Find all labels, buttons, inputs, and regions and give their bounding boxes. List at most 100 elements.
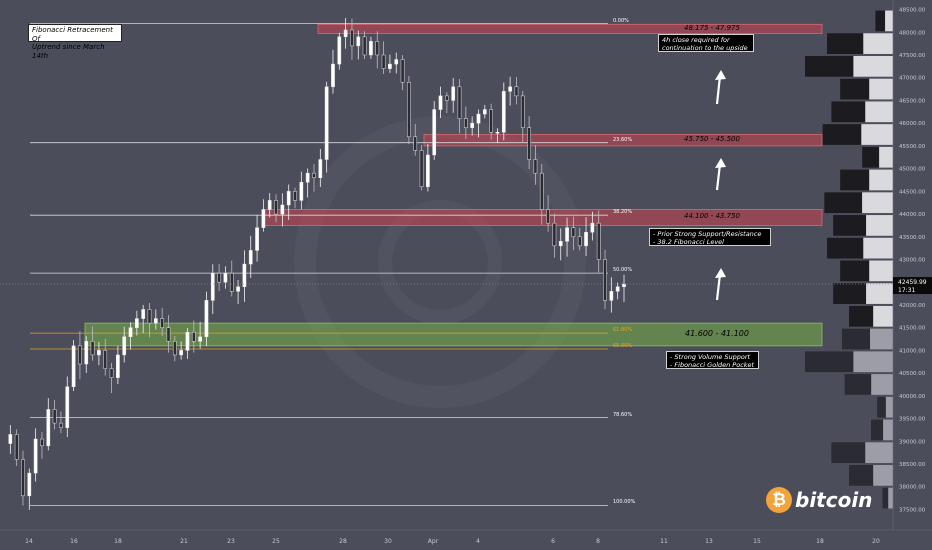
- candle-body: [527, 127, 531, 160]
- candle-body: [318, 159, 323, 178]
- volume-profile-bar-dark: [882, 487, 889, 509]
- fib-level-label: 61.80%: [613, 327, 633, 334]
- candle-body: [445, 95, 449, 101]
- volume-note-line-1: - Strong Volume Support: [670, 353, 751, 361]
- candle-body: [419, 150, 424, 188]
- zone-label: 48.175 - 47.975: [684, 23, 740, 32]
- candle-body: [463, 118, 468, 128]
- time-tick-label: 16: [70, 538, 78, 545]
- price-tick-label: 40500.00: [899, 371, 926, 377]
- price-tick-label: 45000.00: [899, 167, 926, 173]
- candle-body: [495, 132, 500, 134]
- candle-body: [274, 200, 278, 215]
- candle-body: [571, 227, 576, 238]
- up-arrow-head-icon: [715, 70, 726, 80]
- price-tick-label: 42000.00: [899, 303, 926, 309]
- candle-body: [388, 63, 392, 69]
- candle-body: [369, 41, 373, 56]
- time-tick-label: 14: [25, 538, 33, 545]
- volume-profile-bar-light: [883, 419, 893, 441]
- volume-profile-bar-light: [871, 374, 893, 395]
- time-tick-label: 4: [476, 538, 480, 545]
- candle-body: [558, 241, 563, 247]
- up-arrow-head-icon: [715, 158, 726, 168]
- price-tick-label: 47500.00: [899, 53, 926, 59]
- bitcoin-brand: ₿ bitcoin: [766, 487, 872, 513]
- volume-profile-bar-dark: [805, 55, 854, 77]
- candle-body: [394, 59, 399, 65]
- volume-profile-bar-light: [862, 192, 893, 214]
- volume-support-note: - Strong Volume Support - Fibonacci Gold…: [666, 351, 759, 369]
- up-arrow-shaft: [715, 273, 722, 301]
- candle-body: [109, 368, 114, 378]
- last-price-tag[interactable]: [893, 277, 932, 295]
- candle-body: [122, 336, 127, 356]
- zone-support[interactable]: [84, 322, 823, 347]
- candle-body: [71, 345, 76, 387]
- candle-body: [432, 109, 437, 156]
- chart-title-box: Fibonacci Retracement Of Uptrend since M…: [28, 24, 122, 60]
- candle-body: [65, 386, 70, 428]
- price-tick-label: 44000.00: [899, 212, 926, 218]
- candle-body: [476, 113, 481, 124]
- candle-body: [293, 191, 297, 201]
- fib-level-label: 23.60%: [613, 136, 633, 143]
- volume-profile-bar-light: [869, 78, 893, 100]
- candle-body: [584, 231, 588, 247]
- candle-body: [40, 438, 44, 447]
- time-tick-label: 6: [551, 538, 555, 545]
- candle-body: [470, 122, 475, 128]
- volume-profile-bar-light: [873, 305, 893, 327]
- candle-body: [362, 36, 367, 56]
- candle-body: [533, 159, 538, 174]
- volume-profile-bar-dark: [871, 419, 884, 441]
- candle-body: [242, 263, 247, 288]
- candle-body: [27, 472, 32, 497]
- candle-body: [198, 336, 202, 342]
- upside-note: 4h close required for continuation to th…: [658, 34, 754, 52]
- candle-body: [451, 86, 456, 101]
- time-tick-label: 28: [339, 538, 347, 545]
- bitcoin-wordmark: bitcoin: [795, 488, 873, 512]
- zone-resistance[interactable]: [423, 134, 823, 147]
- price-tick-label: 46000.00: [899, 121, 926, 127]
- volume-profile-bar-dark: [827, 237, 864, 259]
- candle-body: [52, 409, 57, 424]
- volume-profile-bar-dark: [824, 192, 863, 214]
- zone-label: 45.750 - 45.500: [684, 135, 740, 144]
- price-axis-background: [893, 0, 932, 550]
- candle-body: [590, 222, 595, 233]
- candle-body: [596, 222, 601, 260]
- fib-level-label: 78.60%: [613, 411, 633, 418]
- zone-resistance[interactable]: [317, 23, 823, 34]
- volume-profile-bar-dark: [833, 283, 867, 304]
- candle-body: [381, 54, 386, 69]
- candle-body: [128, 327, 133, 338]
- candle-body: [482, 109, 487, 115]
- price-tick-label: 46500.00: [899, 98, 926, 104]
- volume-profile-bar-dark: [827, 33, 864, 54]
- price-tick-label: 39000.00: [899, 439, 926, 445]
- time-tick-label: 11: [660, 538, 668, 545]
- candle-body: [508, 86, 512, 92]
- candle-body: [489, 109, 493, 133]
- volume-profile-bar-dark: [841, 328, 871, 350]
- candle-body: [413, 136, 418, 151]
- candle-body: [615, 286, 620, 292]
- candle-body: [204, 300, 209, 338]
- volume-profile-bar-light: [866, 215, 893, 236]
- candle-body: [217, 272, 221, 283]
- time-tick-label: 21: [180, 538, 188, 545]
- candle-body: [248, 250, 253, 265]
- volume-profile-bar-light: [853, 351, 893, 373]
- candle-body: [185, 331, 190, 351]
- candle-body: [84, 341, 89, 365]
- volume-profile-bar-dark: [840, 169, 870, 191]
- fib-level-label: 65.00%: [613, 343, 633, 350]
- volume-profile-bar-light: [869, 260, 893, 282]
- candle-body: [255, 227, 259, 251]
- volume-profile-bar-dark: [875, 10, 886, 32]
- price-tick-label: 38000.00: [899, 485, 926, 491]
- volume-profile-bar-dark: [840, 260, 870, 282]
